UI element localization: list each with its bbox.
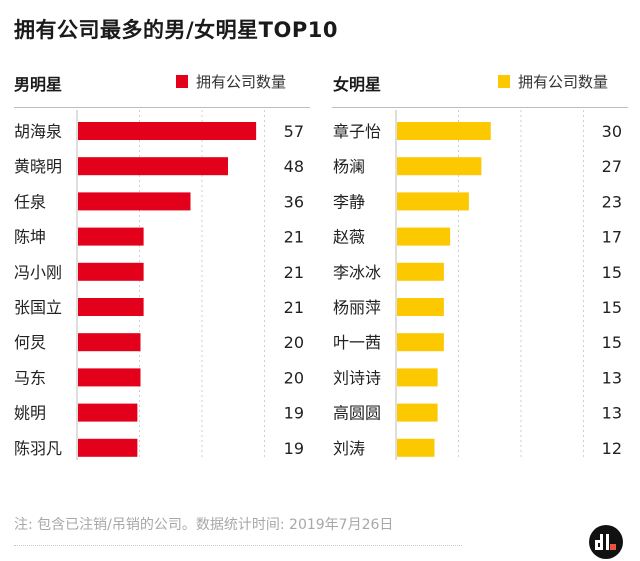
female-category-label: 杨丽萍 xyxy=(333,298,381,317)
female-value-label: 23 xyxy=(602,192,622,211)
male-category-label: 何炅 xyxy=(14,333,46,352)
male-category-label: 马东 xyxy=(14,368,46,387)
female-category-label: 赵薇 xyxy=(333,228,365,247)
female-bar xyxy=(397,262,444,281)
female-value-label: 15 xyxy=(602,263,622,282)
male-bar xyxy=(78,403,138,422)
female-value-label: 30 xyxy=(602,122,622,141)
footer-divider xyxy=(14,545,462,546)
female-panel-title: 女明星 xyxy=(333,75,382,94)
chart-title: 拥有公司最多的男/女明星TOP10 xyxy=(14,18,338,42)
female-value-label: 27 xyxy=(602,157,622,176)
dt-logo xyxy=(589,525,623,559)
male-value-label: 20 xyxy=(284,333,304,352)
male-bar xyxy=(78,333,141,352)
female-header-rule xyxy=(332,107,628,108)
male-value-label: 48 xyxy=(284,157,304,176)
female-bar xyxy=(397,192,469,211)
male-bar xyxy=(78,262,144,281)
male-bar xyxy=(78,368,141,387)
male-value-label: 36 xyxy=(284,192,304,211)
female-category-label: 刘诗诗 xyxy=(333,368,381,387)
male-value-label: 21 xyxy=(284,298,304,317)
footnote: 注: 包含已注销/吊销的公司。数据统计时间: 2019年7月26日 xyxy=(14,517,394,533)
male-category-label: 冯小刚 xyxy=(14,263,62,282)
male-category-label: 姚明 xyxy=(14,404,46,423)
male-category-label: 任泉 xyxy=(14,192,46,211)
female-bar xyxy=(397,122,491,140)
female-value-label: 15 xyxy=(602,333,622,352)
female-bar xyxy=(397,227,451,246)
female-bar xyxy=(397,298,444,316)
female-legend-swatch xyxy=(498,75,510,88)
male-bar xyxy=(78,438,138,457)
male-bar xyxy=(78,122,257,140)
female-value-label: 17 xyxy=(602,228,622,247)
male-category-label: 黄晓明 xyxy=(14,157,62,176)
female-category-label: 李冰冰 xyxy=(333,263,381,282)
dt-logo-icon xyxy=(595,534,616,550)
female-category-label: 高圆圆 xyxy=(333,404,381,423)
male-legend: 拥有公司数量 xyxy=(176,71,286,92)
male-bar xyxy=(78,192,191,211)
bar-charts: 胡海泉 57 黄晓明 48 任泉 36 陈坤 21 冯小刚 21 张国立 21 何炅 20 马东 20 姚明 19… xyxy=(14,110,622,460)
male-category-label: 张国立 xyxy=(14,298,62,317)
female-value-label: 13 xyxy=(602,368,622,387)
male-value-label: 21 xyxy=(284,228,304,247)
male-value-label: 19 xyxy=(284,404,304,423)
female-bar xyxy=(397,403,438,422)
male-header-rule xyxy=(14,107,310,108)
male-bar xyxy=(78,298,144,316)
male-legend-label: 拥有公司数量 xyxy=(196,73,287,91)
female-bar xyxy=(397,438,435,457)
male-category-label: 陈坤 xyxy=(14,228,46,247)
male-value-label: 21 xyxy=(284,263,304,282)
female-legend-label: 拥有公司数量 xyxy=(518,73,609,91)
male-category-label: 胡海泉 xyxy=(14,122,62,141)
female-bar xyxy=(397,333,444,352)
male-value-label: 19 xyxy=(284,439,304,458)
male-category-label: 陈羽凡 xyxy=(14,439,62,458)
male-value-label: 20 xyxy=(284,368,304,387)
male-bar xyxy=(78,227,144,246)
male-panel-title: 男明星 xyxy=(14,75,63,94)
female-category-label: 刘涛 xyxy=(333,439,365,458)
female-category-label: 杨澜 xyxy=(333,157,365,176)
male-legend-swatch xyxy=(176,75,188,88)
female-category-label: 李静 xyxy=(333,192,365,211)
male-bar xyxy=(78,157,228,176)
male-value-label: 57 xyxy=(284,122,304,141)
female-value-label: 13 xyxy=(602,404,622,423)
female-legend: 拥有公司数量 xyxy=(498,71,608,92)
female-category-label: 叶一茜 xyxy=(333,333,381,352)
female-value-label: 12 xyxy=(602,439,622,458)
female-category-label: 章子怡 xyxy=(333,122,381,141)
female-bar xyxy=(397,368,438,387)
female-value-label: 15 xyxy=(602,298,622,317)
female-bar xyxy=(397,157,482,176)
